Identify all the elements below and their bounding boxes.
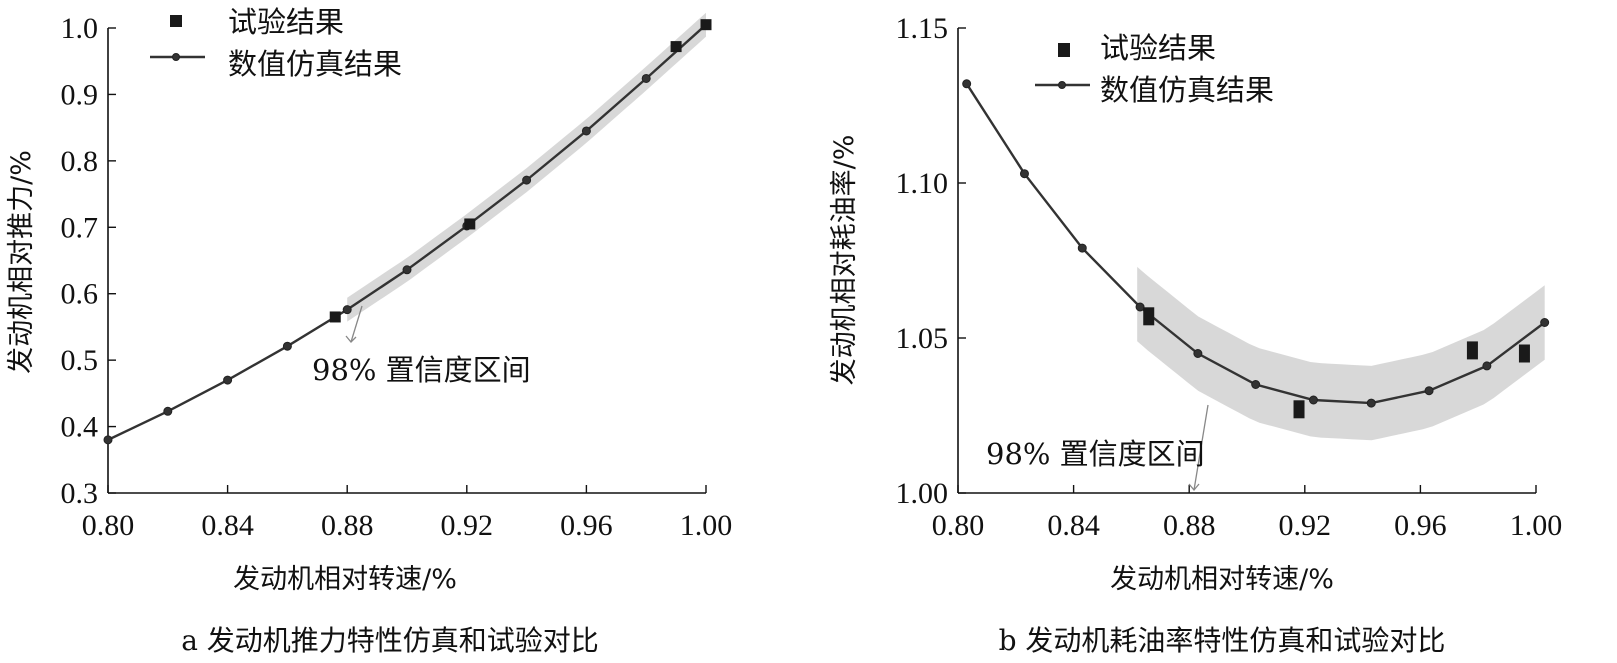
panel-b-legend-experiment-marker xyxy=(1058,43,1070,57)
panel-b-simulation-point xyxy=(1366,398,1376,408)
panel-b-exp-layer xyxy=(1143,307,1530,419)
panel-a-simulation-point xyxy=(103,435,113,445)
panel-a-x-tick-label: 0.88 xyxy=(321,509,374,542)
panel-a-legend: 试验结果 数值仿真结果 xyxy=(150,5,402,81)
panel-b: 0.80 0.84 0.88 0.92 0.96 1.00 1.00 1.05 1.10 1.15… xyxy=(829,12,1562,657)
panel-a-x-tick-label: 1.00 xyxy=(680,509,733,542)
panel-b-x-tick-label: 1.00 xyxy=(1510,509,1563,542)
panel-b-experiment-point xyxy=(1466,341,1478,360)
panel-a-experiment-point xyxy=(329,311,341,323)
panel-b-x-tick-label: 0.92 xyxy=(1279,509,1332,542)
panel-b-y-tick-label: 1.05 xyxy=(896,322,949,355)
panel-a-y-tick-label: 0.7 xyxy=(61,211,99,244)
panel-b-sim-layer xyxy=(962,79,1550,408)
panel-a-annotation-arrowhead xyxy=(345,335,357,343)
panel-b-band-layer xyxy=(1137,266,1545,441)
panel-a-legend-simulation-label: 数值仿真结果 xyxy=(228,47,402,81)
panel-b-simulation-point xyxy=(1077,243,1087,253)
panel-a-legend-simulation-marker xyxy=(172,53,180,61)
panel-b-ticks: 0.80 0.84 0.88 0.92 0.96 1.00 1.00 1.05 1.10 1.15 xyxy=(896,12,1563,542)
panel-a-x-tick-label: 0.96 xyxy=(560,509,613,542)
panel-b-simulation-point xyxy=(1540,318,1550,327)
panel-b-simulation-point xyxy=(1482,361,1492,371)
panel-a-sim-layer xyxy=(103,20,711,445)
panel-b-legend-simulation-marker xyxy=(1058,81,1066,89)
panel-b-legend-simulation-label: 数值仿真结果 xyxy=(1100,73,1274,107)
panel-a-experiment-point xyxy=(700,19,712,31)
panel-a-y-tick-label: 0.8 xyxy=(61,145,99,178)
panel-a-y-tick-label: 0.6 xyxy=(61,278,99,311)
panel-a-simulation-point xyxy=(641,73,651,83)
panel-a-band-layer xyxy=(347,12,706,322)
panel-a-simulation-point xyxy=(522,175,532,185)
panel-a-y-tick-label: 0.9 xyxy=(61,78,99,111)
panel-a-x-axis-title: 发动机相对转速/% xyxy=(233,564,457,595)
panel-b-y-tick-label: 1.00 xyxy=(896,477,949,510)
panel-a-y-tick-label: 0.4 xyxy=(61,411,99,444)
panel-b-confidence-band xyxy=(1137,266,1545,441)
panel-b-y-tick-label: 1.15 xyxy=(896,12,949,45)
panel-a-y-axis-title: 发动机相对推力/% xyxy=(6,150,37,374)
panel-a-experiment-point xyxy=(464,218,476,230)
panel-b-experiment-point xyxy=(1518,344,1530,363)
panel-b-simulation-point xyxy=(1251,380,1261,389)
panel-b-simulation-point xyxy=(1019,169,1029,179)
panel-a-caption: a 发动机推力特性仿真和试验对比 xyxy=(181,624,599,657)
panel-b-experiment-point xyxy=(1143,307,1155,326)
panel-b-annotation-arrowhead xyxy=(1188,483,1200,492)
panel-a-annotation: 98% 置信度区间 xyxy=(312,353,531,387)
panel-b-annotation-arrow xyxy=(1193,404,1209,491)
panel-a-y-tick-label: 1.0 xyxy=(61,12,99,45)
panel-b-simulation-point xyxy=(962,79,972,89)
panel-b-annotation: 98% 置信度区间 xyxy=(986,437,1205,471)
panel-b-x-tick-label: 0.96 xyxy=(1394,509,1447,542)
panel-b-simulation-point xyxy=(1424,386,1434,396)
panel-a-legend-experiment-marker xyxy=(170,15,182,27)
panel-b-caption: b 发动机耗油率特性仿真和试验对比 xyxy=(999,624,1446,657)
panel-a-simulation-point xyxy=(223,375,233,385)
panel-a-experiment-point xyxy=(670,41,682,53)
panel-b-y-axis-title: 发动机相对耗油率/% xyxy=(829,135,860,386)
panel-b-y-tick-label: 1.10 xyxy=(896,167,949,200)
panel-a-ticks: 0.80 0.84 0.88 0.92 0.96 1.00 0.3 0.4 0.5 0.6 0.7 0… xyxy=(61,12,733,542)
panel-a-y-tick-label: 0.5 xyxy=(61,344,99,377)
panel-a-exp-layer xyxy=(329,19,712,323)
panel-b-x-tick-label: 0.84 xyxy=(1047,509,1100,542)
panel-a-x-tick-label: 0.80 xyxy=(82,509,135,542)
panel-a-simulation-point xyxy=(342,305,352,315)
panel-a-x-tick-label: 0.84 xyxy=(201,509,254,542)
panel-a-simulation-point xyxy=(282,341,292,351)
panel-a-annotation-arrow xyxy=(350,305,363,343)
panel-a-legend-experiment-label: 试验结果 xyxy=(228,5,344,39)
panel-b-simulation-point xyxy=(1308,395,1318,405)
panel-b-legend: 试验结果 数值仿真结果 xyxy=(1035,31,1274,107)
panel-b-experiment-point xyxy=(1293,400,1305,419)
panel-a-simulation-point xyxy=(581,126,591,136)
panel-b-simulation-point xyxy=(1135,302,1145,312)
panel-b-x-tick-label: 0.88 xyxy=(1163,509,1216,542)
panel-a: 0.80 0.84 0.88 0.92 0.96 1.00 0.3 0.4 0.5 0.6 0.7 0… xyxy=(6,5,732,657)
panel-a-confidence-band xyxy=(347,12,706,322)
panel-b-x-tick-label: 0.80 xyxy=(932,509,985,542)
panel-a-x-tick-label: 0.92 xyxy=(441,509,494,542)
panel-a-y-tick-label: 0.3 xyxy=(61,477,99,510)
panel-b-legend-experiment-label: 试验结果 xyxy=(1100,31,1216,65)
panel-b-x-axis-title: 发动机相对转速/% xyxy=(1110,564,1334,595)
panel-a-simulation-point xyxy=(402,265,412,275)
panel-b-simulation-point xyxy=(1193,349,1203,358)
panel-a-simulation-point xyxy=(163,406,173,416)
